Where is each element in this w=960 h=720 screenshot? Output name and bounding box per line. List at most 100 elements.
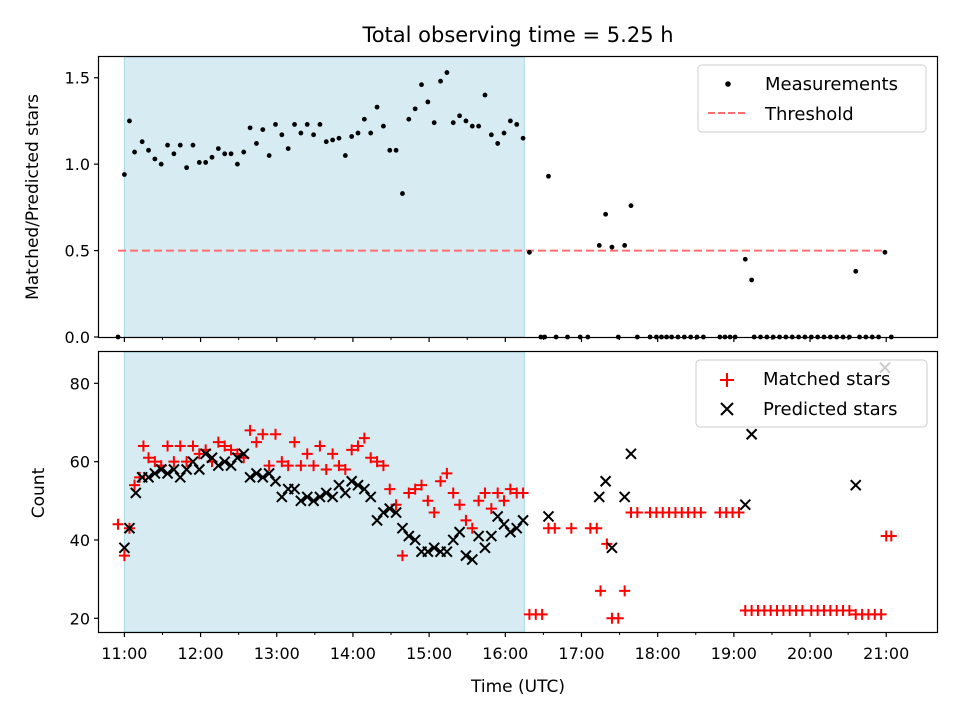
measurement-point <box>381 123 386 129</box>
matched-star-point <box>308 460 320 472</box>
ratio-y-tick-label: 1.0 <box>65 155 90 174</box>
predicted-star-point <box>599 475 612 487</box>
predicted-star-point <box>428 542 440 554</box>
matched-star-point <box>118 550 130 562</box>
predicted-star-point <box>257 471 269 484</box>
measurement-point <box>400 191 405 196</box>
matched-star-point <box>301 448 313 460</box>
measurement-point <box>132 149 137 155</box>
predicted-star-point <box>333 479 345 491</box>
predicted-star-point <box>288 483 301 495</box>
count-panel-xlabel: Time (UTC) <box>470 677 565 697</box>
measurement-point <box>311 132 316 138</box>
matched-star-point <box>428 507 440 519</box>
count-y-tick-label: 20 <box>70 609 90 628</box>
matched-star-point <box>352 440 364 452</box>
legend-matched-marker <box>720 373 734 387</box>
predicted-star-point <box>625 448 637 460</box>
measurement-point <box>853 268 859 274</box>
ratio-y-tick-label: 1.5 <box>65 69 90 88</box>
predicted-star-point <box>491 510 504 523</box>
measurement-point <box>476 123 482 129</box>
predicted-star-point <box>212 459 225 472</box>
matched-star-point <box>149 456 161 468</box>
matched-star-point <box>595 585 607 597</box>
matched-star-point <box>498 495 510 507</box>
predicted-star-point <box>250 467 263 480</box>
predicted-star-point <box>485 530 498 542</box>
measurement-point <box>387 147 393 153</box>
legend-measurements-marker <box>725 81 731 87</box>
matched-star-point <box>409 483 421 495</box>
measurement-point <box>273 122 278 127</box>
matched-star-point <box>174 440 186 452</box>
ratio-y-tick-label: 0.5 <box>65 242 90 261</box>
measurement-point <box>317 122 323 127</box>
matched-star-point <box>612 612 624 624</box>
predicted-star-point <box>123 522 136 534</box>
measurement-point <box>254 141 259 146</box>
measurement-point <box>622 242 628 248</box>
matched-star-point <box>549 522 561 534</box>
predicted-star-point <box>218 455 231 468</box>
matched-star-point <box>435 475 447 487</box>
measurement-point <box>152 156 158 162</box>
legend-threshold-label: Threshold <box>764 104 854 125</box>
predicted-star-point <box>199 448 212 460</box>
matched-star-point <box>396 550 408 562</box>
predicted-star-point <box>618 491 631 503</box>
predicted-star-point <box>358 483 371 495</box>
measurement-point <box>603 211 609 217</box>
matched-star-point <box>162 440 174 452</box>
measurement-point <box>393 147 399 153</box>
measurement-point <box>215 146 221 152</box>
matched-star-point <box>181 456 193 468</box>
predicted-star-point <box>606 542 618 554</box>
matched-star-point <box>289 436 301 448</box>
matched-star-point <box>733 507 745 519</box>
measurement-point <box>501 130 507 136</box>
matched-star-point <box>565 522 577 534</box>
count-x-tick-label: 14:00 <box>330 644 376 663</box>
predicted-star-point <box>339 487 352 499</box>
measurement-point <box>444 70 450 75</box>
measurement-point <box>323 139 329 145</box>
measurement-point <box>349 134 355 139</box>
matched-star-point <box>314 440 326 452</box>
predicted-star-point <box>180 463 193 476</box>
matched-star-point <box>447 487 459 499</box>
matched-star-point <box>454 499 466 511</box>
predicted-star-point <box>352 479 364 491</box>
matched-star-point <box>504 483 516 495</box>
measurement-point <box>374 104 380 110</box>
predicted-star-point <box>745 428 758 440</box>
legend-measurements-label: Measurements <box>765 74 898 95</box>
measurement-point <box>177 142 183 148</box>
predicted-star-point <box>149 467 161 480</box>
measurement-point <box>304 122 310 127</box>
predicted-star-point <box>472 530 485 542</box>
measurement-point <box>438 78 443 84</box>
measurement-point <box>146 147 151 153</box>
measurement-point <box>266 153 272 158</box>
count-panel-frame <box>97 350 939 634</box>
count-x-tick-label: 19:00 <box>711 644 757 663</box>
predicted-star-point <box>409 534 421 546</box>
matched-star-point <box>485 503 497 515</box>
measurement-point <box>609 244 615 250</box>
count-panel-legend: Matched stars Predicted stars <box>695 359 928 428</box>
measurement-point <box>368 130 374 136</box>
predicted-star-point <box>441 546 453 558</box>
matched-star-point <box>225 444 237 456</box>
predicted-star-point <box>276 491 288 503</box>
predicted-star-point <box>263 467 275 480</box>
predicted-star-point <box>168 463 180 476</box>
matched-star-point <box>346 444 358 456</box>
predicted-star-point <box>225 459 237 472</box>
count-panel-ylabel: Count <box>29 467 49 518</box>
ratio-y-tick-label: 0.0 <box>65 328 90 347</box>
predicted-star-point <box>504 526 517 538</box>
measurement-point <box>292 122 297 127</box>
matched-star-point <box>112 518 124 530</box>
